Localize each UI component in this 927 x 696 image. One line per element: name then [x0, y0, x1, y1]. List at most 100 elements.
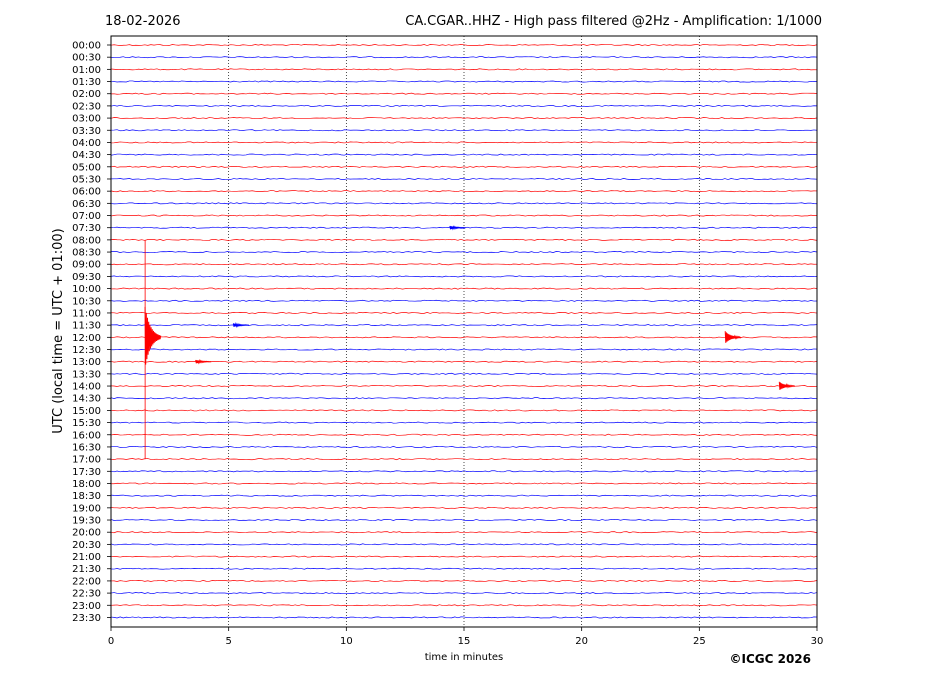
trace-11:00 [110, 311, 818, 314]
trace-01:30 [110, 80, 818, 83]
y-tick-label-05:30: 05:30 [72, 174, 101, 185]
trace-14:00 [110, 385, 818, 387]
trace-09:00 [110, 263, 818, 266]
y-tick-label-08:00: 08:00 [72, 235, 101, 246]
trace-20:00 [110, 531, 818, 534]
y-tick-label-06:30: 06:30 [72, 199, 101, 210]
trace-18:30 [110, 494, 818, 497]
x-tick-label-10: 10 [340, 636, 353, 647]
y-tick-label-17:00: 17:00 [72, 455, 101, 466]
y-tick-label-18:30: 18:30 [72, 491, 101, 502]
trace-10:30 [110, 299, 818, 302]
trace-12:00 [110, 336, 818, 339]
trace-16:00 [110, 433, 818, 436]
y-tick-label-23:00: 23:00 [72, 601, 101, 612]
plot-frame [110, 35, 818, 628]
y-tick-label-03:00: 03:00 [72, 114, 101, 125]
y-tick-label-15:00: 15:00 [72, 406, 101, 417]
trace-14:30 [110, 397, 818, 400]
y-tick-label-14:00: 14:00 [72, 382, 101, 393]
y-tick-label-05:00: 05:00 [72, 162, 101, 173]
event-1 [724, 331, 742, 343]
y-tick-label-19:30: 19:30 [72, 516, 101, 527]
event-marks [144, 225, 796, 460]
y-tick-label-10:00: 10:00 [72, 284, 101, 295]
trace-19:00 [110, 506, 818, 509]
trace-00:00 [110, 44, 818, 46]
y-tick-label-17:30: 17:30 [72, 467, 101, 478]
trace-06:30 [110, 202, 818, 205]
trace-05:30 [110, 178, 818, 180]
trace-15:30 [110, 421, 818, 424]
date-label: 18-02-2026 [105, 14, 181, 29]
x-tick-label-30: 30 [811, 636, 824, 647]
trace-00:30 [110, 56, 818, 59]
trace-17:00 [110, 458, 818, 461]
trace-11:30 [110, 324, 818, 327]
y-tick-label-00:00: 00:00 [72, 41, 101, 52]
trace-04:30 [110, 153, 818, 156]
y-tick-label-16:30: 16:30 [72, 442, 101, 453]
copyright-label: ©ICGC 2026 [729, 652, 811, 666]
y-tick-label-09:30: 09:30 [72, 272, 101, 283]
y-tick-label-01:00: 01:00 [72, 65, 101, 76]
trace-23:30 [110, 616, 818, 619]
trace-22:00 [110, 579, 818, 582]
y-tick-label-21:00: 21:00 [72, 552, 101, 563]
y-tick-label-20:00: 20:00 [72, 528, 101, 539]
y-tick-label-14:30: 14:30 [72, 394, 101, 405]
grid-lines [228, 36, 700, 627]
trace-07:00 [110, 214, 817, 217]
y-tick-label-13:00: 13:00 [72, 357, 101, 368]
y-tick-label-03:30: 03:30 [72, 126, 101, 137]
x-tick-label-0: 0 [108, 636, 114, 647]
y-tick-label-20:30: 20:30 [72, 540, 101, 551]
y-tick-label-02:30: 02:30 [72, 101, 101, 112]
trace-09:30 [110, 275, 818, 278]
event-5 [449, 225, 466, 231]
x-tick-label-20: 20 [575, 636, 588, 647]
trace-13:00 [110, 360, 818, 363]
trace-lines [110, 44, 818, 619]
trace-23:00 [110, 604, 818, 607]
y-tick-label-06:00: 06:00 [72, 187, 101, 198]
y-tick-label-08:30: 08:30 [72, 248, 101, 259]
trace-21:00 [110, 555, 818, 558]
y-tick-label-22:00: 22:00 [72, 576, 101, 587]
x-tick-label-25: 25 [693, 636, 706, 647]
x-tick-labels: 0 5 10 15 20 25 30 [108, 627, 824, 647]
y-tick-label-00:30: 00:30 [72, 53, 101, 64]
y-tick-label-02:00: 02:00 [72, 89, 101, 100]
y-tick-label-23:30: 23:30 [72, 613, 101, 624]
y-tick-label-04:00: 04:00 [72, 138, 101, 149]
y-tick-label-19:00: 19:00 [72, 503, 101, 514]
trace-02:00 [110, 92, 818, 95]
trace-16:30 [110, 445, 818, 448]
chart-title: CA.CGAR..HHZ - High pass filtered @2Hz -… [405, 14, 822, 29]
y-tick-label-16:00: 16:00 [72, 430, 101, 441]
trace-03:00 [110, 117, 818, 120]
trace-01:00 [110, 68, 818, 71]
trace-20:30 [110, 543, 818, 546]
event-0 [144, 306, 162, 365]
event-3 [232, 322, 250, 329]
y-tick-label-10:30: 10:30 [72, 296, 101, 307]
trace-12:30 [110, 348, 818, 351]
y-tick-label-07:00: 07:00 [72, 211, 101, 222]
y-tick-label-07:30: 07:30 [72, 223, 101, 234]
y-tick-label-12:00: 12:00 [72, 333, 101, 344]
trace-19:30 [110, 519, 818, 521]
trace-04:00 [110, 141, 818, 144]
y-tick-label-22:30: 22:30 [72, 589, 101, 600]
y-tick-label-09:00: 09:00 [72, 260, 101, 271]
y-tick-label-21:30: 21:30 [72, 564, 101, 575]
trace-21:30 [110, 567, 818, 570]
event-2 [778, 381, 796, 390]
trace-13:30 [110, 372, 818, 375]
x-axis-label: time in minutes [425, 652, 504, 663]
trace-08:30 [110, 251, 818, 254]
trace-10:00 [110, 287, 818, 290]
trace-17:30 [110, 470, 818, 473]
